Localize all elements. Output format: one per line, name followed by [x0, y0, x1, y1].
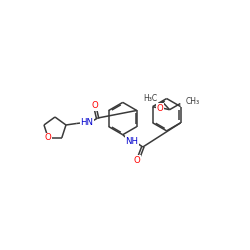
Text: O: O: [134, 156, 141, 165]
Text: NH: NH: [126, 137, 138, 146]
Text: HN: HN: [80, 118, 93, 127]
Text: O: O: [157, 104, 164, 113]
Text: H₃C: H₃C: [143, 94, 157, 103]
Text: O: O: [92, 101, 98, 110]
Text: CH₃: CH₃: [186, 97, 200, 106]
Text: O: O: [45, 134, 52, 142]
